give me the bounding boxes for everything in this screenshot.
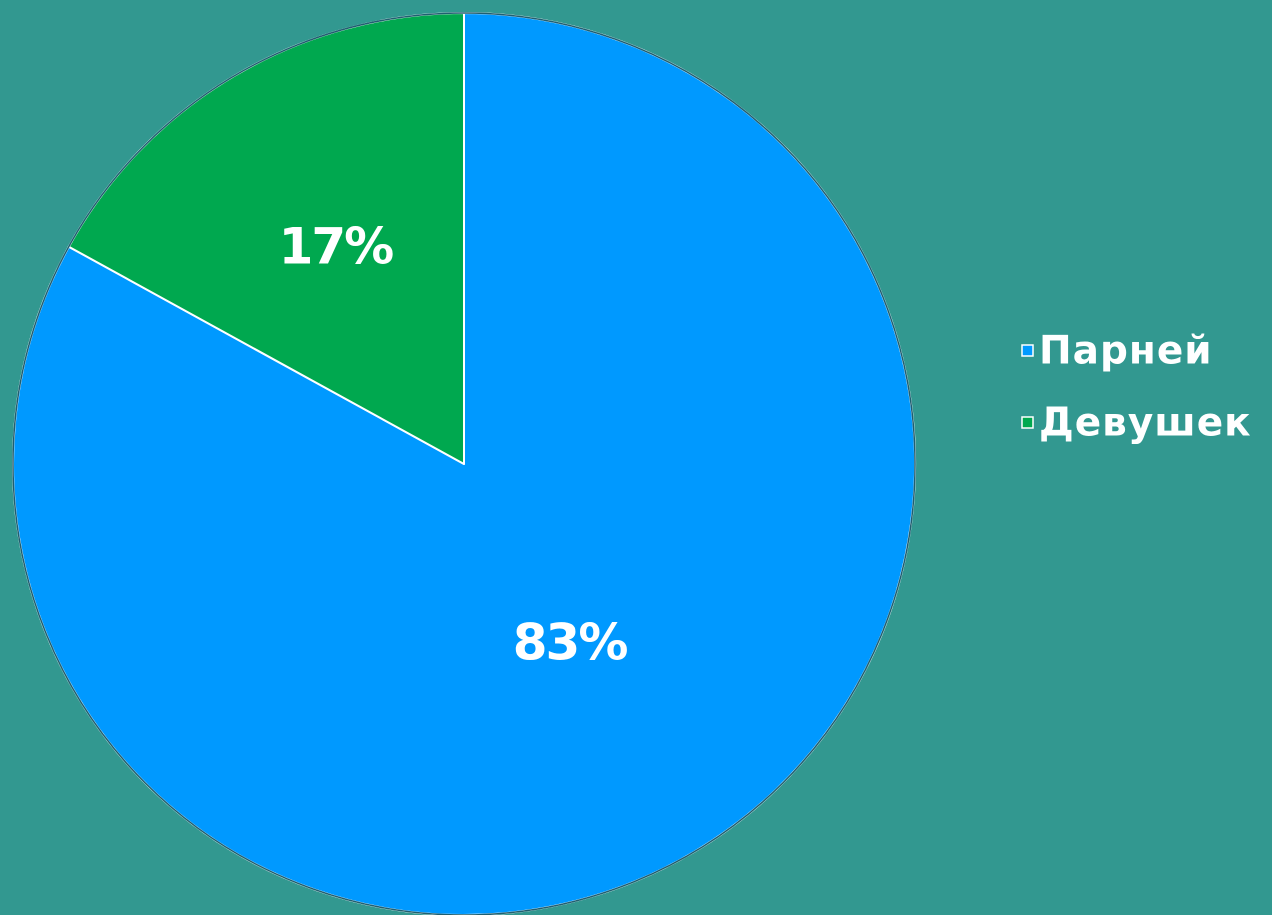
- slice-label-парней: 83%: [513, 614, 628, 672]
- pie-slices: [12, 12, 916, 915]
- legend-swatch-девушек: [1021, 416, 1034, 429]
- chart-legend: Парней Девушек: [1021, 329, 1252, 446]
- legend-label-парней: Парней: [1039, 329, 1213, 374]
- pie-slice-labels: 83% 17%: [279, 218, 630, 672]
- legend-swatch-парней: [1021, 344, 1034, 357]
- slice-label-девушек: 17%: [279, 218, 394, 276]
- legend-label-девушек: Девушек: [1039, 401, 1252, 446]
- pie-outline: [12, 12, 916, 915]
